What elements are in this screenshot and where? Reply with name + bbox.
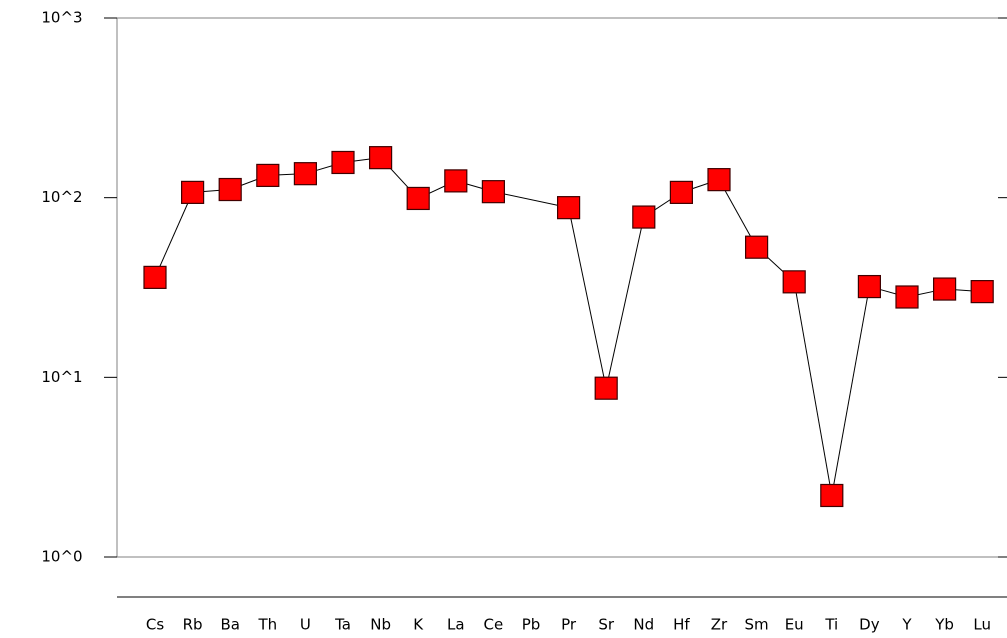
x-tick-label: Dy bbox=[859, 616, 880, 634]
x-tick-label: Nd bbox=[633, 616, 654, 634]
line-segment bbox=[831, 286, 870, 496]
x-tick-label: Ce bbox=[484, 616, 504, 634]
marker bbox=[932, 277, 957, 301]
marker bbox=[181, 180, 205, 204]
x-tick-label: Zr bbox=[711, 616, 728, 634]
x-tick-label: Pb bbox=[522, 616, 541, 634]
marker bbox=[707, 168, 731, 192]
y-tick-label: 10^3 bbox=[41, 9, 82, 27]
y-tick-label: 10^1 bbox=[41, 368, 82, 386]
x-tick-label: Nb bbox=[370, 616, 391, 634]
marker bbox=[256, 163, 280, 188]
line-segment bbox=[568, 207, 607, 389]
x-tick-label: La bbox=[447, 616, 465, 634]
line-segment bbox=[493, 191, 569, 209]
marker bbox=[857, 274, 882, 299]
marker bbox=[895, 285, 919, 309]
y-tick-label: 10^0 bbox=[41, 548, 82, 566]
x-tick-label: U bbox=[300, 616, 311, 634]
x-tick-label: Rb bbox=[183, 616, 203, 634]
marker bbox=[782, 270, 806, 294]
x-tick-label: Sm bbox=[745, 616, 769, 634]
marker bbox=[481, 180, 505, 204]
x-tick-label: Hf bbox=[673, 616, 690, 634]
marker bbox=[744, 235, 769, 259]
x-tick-label: K bbox=[413, 616, 424, 634]
x-tick-label: Sr bbox=[598, 616, 615, 634]
marker bbox=[632, 205, 656, 229]
marker bbox=[820, 483, 844, 508]
x-tick-label: Eu bbox=[785, 616, 804, 634]
x-tick-label: Y bbox=[901, 616, 912, 634]
x-tick-label: Th bbox=[257, 616, 277, 634]
line-segment bbox=[154, 192, 194, 278]
marker bbox=[331, 150, 355, 175]
y-tick-label: 10^2 bbox=[41, 188, 82, 206]
marker bbox=[369, 146, 393, 170]
line-segment bbox=[793, 281, 833, 496]
marker bbox=[556, 196, 581, 220]
marker bbox=[444, 169, 468, 193]
x-tick-label: Yb bbox=[934, 616, 954, 634]
marker bbox=[293, 162, 317, 186]
x-tick-label: Ta bbox=[334, 616, 351, 634]
marker bbox=[143, 265, 167, 289]
marker bbox=[406, 186, 430, 211]
marker bbox=[218, 177, 242, 202]
x-tick-label: Pr bbox=[561, 616, 577, 634]
x-tick-label: Ti bbox=[824, 616, 838, 634]
x-tick-label: Lu bbox=[973, 616, 991, 634]
x-tick-label: Cs bbox=[146, 616, 164, 634]
marker bbox=[594, 376, 618, 400]
marker bbox=[970, 280, 994, 304]
line-segment bbox=[605, 216, 645, 389]
x-tick-label: Ba bbox=[220, 616, 239, 634]
marker bbox=[669, 180, 694, 204]
